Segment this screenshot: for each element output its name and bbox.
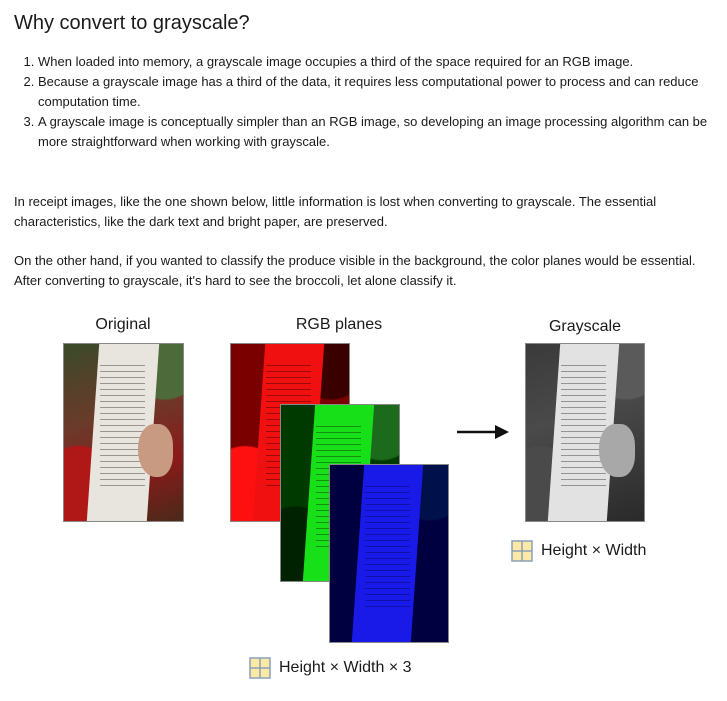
grid-icon <box>511 540 533 562</box>
arrow-right-icon <box>457 425 509 439</box>
blue-plane-image <box>329 464 449 643</box>
rgb-dims-text: Height × Width × 3 <box>279 659 412 676</box>
receipt-paragraph: In receipt images, like the one shown be… <box>14 194 657 229</box>
produce-paragraph: On the other hand, if you wanted to clas… <box>14 253 696 288</box>
list-item: Because a grayscale image has a third of… <box>38 72 727 112</box>
grayscale-image <box>525 343 645 522</box>
rgb-label: RGB planes <box>295 316 383 333</box>
grayscale-dimensions: Height × Width <box>511 540 646 562</box>
grid-icon <box>249 657 271 679</box>
page-title: Why convert to grayscale? <box>14 12 250 34</box>
original-label: Original <box>95 316 151 333</box>
grayscale-label: Grayscale <box>548 318 622 335</box>
reasons-list: When loaded into memory, a grayscale ima… <box>14 52 727 152</box>
grayscale-dims-text: Height × Width <box>541 542 647 559</box>
original-image <box>63 343 184 522</box>
rgb-dimensions: Height × Width × 3 <box>249 657 412 679</box>
list-item: A grayscale image is conceptually simple… <box>38 112 727 152</box>
list-item: When loaded into memory, a grayscale ima… <box>38 52 727 72</box>
grayscale-figure: Original RGB planes Grayscale <box>0 300 727 701</box>
